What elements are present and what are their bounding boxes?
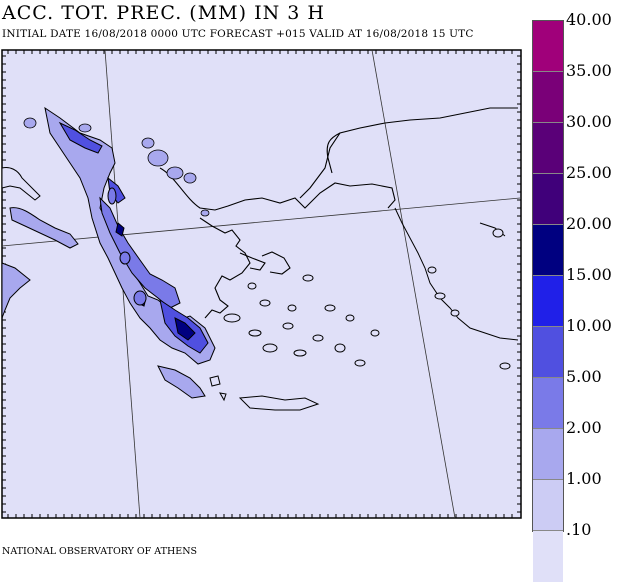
legend-swatch [533,123,563,174]
map-background [1,49,522,519]
legend-swatch [533,21,563,72]
legend-swatch [533,429,563,480]
aegean-coastline [159,107,518,319]
precipitation-map [1,49,522,519]
credit-text: NATIONAL OBSERVATORY OF ATHENS [2,546,198,557]
legend-swatch [533,225,563,276]
forecast-info: INITIAL DATE 16/08/2018 0000 UTC FORECAS… [2,28,474,40]
legend-label: 2.00 [566,418,602,437]
legend-label: 1.00 [566,469,602,488]
legend-swatch [533,480,563,531]
legend-label: 20.00 [566,214,612,233]
legend-label: 25.00 [566,163,612,182]
ionian-islands [107,187,147,306]
legend-label: 5.00 [566,367,602,386]
western-greece-precip [44,106,216,365]
legend-label: 35.00 [566,61,612,80]
legend-swatch [533,174,563,225]
chart-title: ACC. TOT. PREC. (MM) IN 3 H [2,2,325,24]
legend-label: 15.00 [566,265,612,284]
color-scale-legend [532,20,564,582]
islands [157,228,511,411]
italy-heel [1,167,79,319]
legend-label: 10.00 [566,316,612,335]
legend-swatch [533,327,563,378]
precip-spots [23,117,210,217]
legend-label: 40.00 [566,10,612,29]
legend-swatch [533,378,563,429]
legend-swatch [533,72,563,123]
legend-label: .10 [566,520,592,539]
legend-swatch [533,276,563,327]
frame-ticks [2,50,521,518]
legend-swatch [533,531,563,582]
legend-label: 30.00 [566,112,612,131]
